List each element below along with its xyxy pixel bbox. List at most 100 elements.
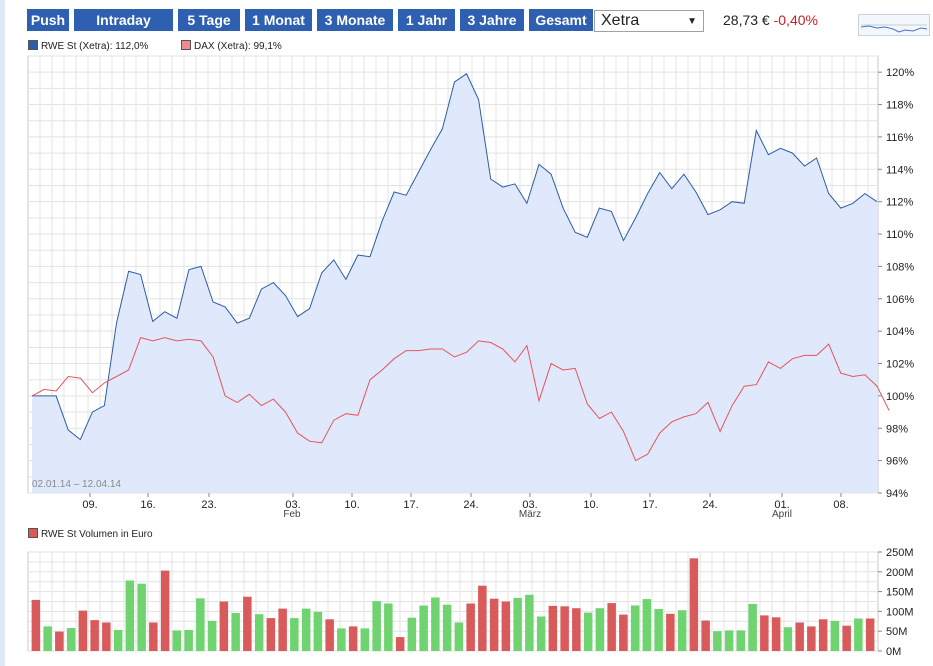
x-tick-label: 09. (82, 499, 97, 511)
volume-bar (301, 608, 311, 651)
tab-1-monat[interactable]: 1 Monat (245, 9, 312, 31)
y-tick-label: 112% (886, 197, 914, 209)
volume-bar (254, 614, 264, 651)
x-tick-label: 24. (702, 499, 717, 511)
tab-3-jahre[interactable]: 3 Jahre (460, 9, 524, 31)
x-tick-label: 16. (140, 499, 155, 511)
volume-bar (854, 618, 863, 651)
volume-bar (348, 626, 358, 651)
volume-bar (90, 620, 99, 651)
volume-bar (395, 637, 405, 651)
volume-bar (689, 558, 699, 651)
tab-push[interactable]: Push (27, 9, 69, 31)
x-month-label: April (772, 509, 792, 520)
volume-bar (454, 622, 464, 651)
y-tick-label: 94% (886, 488, 908, 500)
mini-chart-icon (860, 24, 928, 33)
volume-bar (842, 625, 851, 651)
volume-chart[interactable]: 0M 50M 100M 150M 200M 250M (0, 540, 933, 666)
tab-intraday[interactable]: Intraday (74, 9, 173, 31)
volume-bar (243, 596, 252, 651)
volume-bar (583, 612, 593, 651)
date-range-label: 02.01.14 – 12.04.14 (32, 479, 121, 490)
volume-bar (384, 603, 393, 651)
rwe-series-line (32, 73, 878, 441)
volume-bar (278, 608, 287, 651)
volume-bar (607, 603, 616, 651)
y-axis-labels: 94% 96% 98% 100% 102% 104% 106% 108% 110% 112% 114… (878, 67, 914, 500)
y-tick-label: 50M (886, 626, 907, 638)
y-tick-label: 100% (886, 391, 914, 403)
volume-bar (807, 626, 816, 651)
y-tick-label: 114% (886, 164, 914, 176)
y-tick-label: 98% (886, 423, 908, 435)
volume-bar (207, 620, 217, 651)
volume-bar (713, 631, 722, 651)
volume-bar (231, 613, 240, 651)
volume-bar (196, 598, 205, 651)
exchange-select[interactable]: Xetra ▼ (594, 10, 704, 32)
legend-dax: DAX (Xetra): 99,1% (181, 40, 282, 53)
volume-bars (31, 558, 875, 651)
volume-bar (654, 609, 663, 651)
y-tick-label: 118% (886, 100, 914, 112)
y-tick-label: 250M (886, 547, 914, 559)
x-month-label: März (519, 509, 541, 520)
legend-volume: RWE St Volumen in Euro (28, 528, 153, 541)
volume-bar (372, 601, 381, 651)
x-tick-label: 03. (285, 499, 300, 511)
volume-bar (677, 610, 687, 651)
rwe-area-fill (32, 73, 877, 494)
x-tick-label: 03. (522, 499, 537, 511)
y-tick-label: 102% (886, 359, 914, 371)
mini-chart-thumbnail[interactable] (858, 14, 930, 36)
volume-bar (113, 630, 123, 651)
volume-bar (501, 601, 511, 651)
volume-bar (31, 599, 41, 651)
legend-dax-label: DAX (Xetra): 99,1% (194, 41, 282, 52)
y-tick-label: 106% (886, 294, 914, 306)
x-axis-labels: 09. 16. 23. 03. 10. 17. 24. 03. 10. 17. 24. 01. 08. F… (82, 493, 849, 520)
x-tick-label: 17. (403, 499, 418, 511)
tab-3-monate[interactable]: 3 Monate (317, 9, 393, 31)
dax-series-line (31, 336, 890, 462)
volume-bar (431, 597, 440, 651)
tab-gesamt[interactable]: Gesamt (529, 9, 593, 31)
volume-bar (442, 604, 452, 651)
volume-bar (748, 603, 757, 651)
y-tick-label: 120% (886, 67, 914, 79)
volume-bar (865, 618, 875, 651)
legend-volume-label: RWE St Volumen in Euro (41, 529, 153, 540)
tab-1-jahr[interactable]: 1 Jahr (398, 9, 455, 31)
volume-bar (489, 598, 499, 651)
volume-bar (513, 597, 522, 651)
volume-bar (66, 628, 76, 651)
x-tick-label: 23. (201, 499, 216, 511)
price-chart[interactable]: 94% 96% 98% 100% 102% 104% 106% 108% 110% 112% 114… (0, 50, 933, 520)
volume-bar (219, 601, 229, 651)
volume-bar (78, 610, 88, 651)
volume-bar (337, 628, 346, 651)
volume-bar (184, 630, 193, 651)
volume-bar (783, 627, 793, 651)
volume-bar (466, 603, 475, 651)
last-price: 28,73 € (723, 12, 770, 28)
volume-bar (266, 618, 276, 651)
volume-bar (149, 622, 158, 651)
volume-bar (137, 583, 146, 651)
volume-bar (536, 616, 546, 651)
x-tick-label: 08. (833, 499, 848, 511)
volume-bar (760, 615, 769, 651)
y-tick-label: 150M (886, 587, 914, 599)
volume-bar (419, 605, 428, 651)
volume-bar (102, 622, 111, 651)
y-tick-label: 96% (886, 456, 908, 468)
y-tick-label: 200M (886, 567, 914, 579)
price-change: -0,40% (773, 12, 818, 28)
volume-bar (818, 619, 828, 651)
volume-horizontal-grid (28, 551, 878, 652)
volume-bar (630, 605, 640, 651)
tab-5-tage[interactable]: 5 Tage (178, 9, 240, 31)
price-display: 28,73 € -0,40% (723, 12, 818, 28)
exchange-select-value: Xetra (601, 12, 640, 29)
